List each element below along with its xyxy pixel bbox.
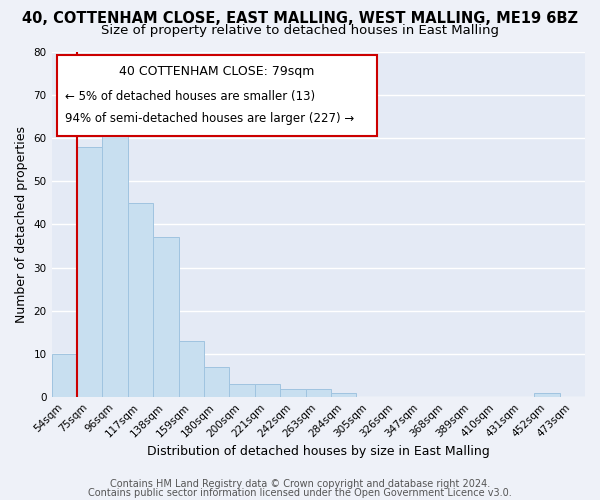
Bar <box>204 367 229 397</box>
Bar <box>255 384 280 397</box>
Text: 40 COTTENHAM CLOSE: 79sqm: 40 COTTENHAM CLOSE: 79sqm <box>119 66 314 78</box>
Bar <box>153 238 179 397</box>
Bar <box>52 354 77 397</box>
Text: 94% of semi-detached houses are larger (227) →: 94% of semi-detached houses are larger (… <box>65 112 354 125</box>
Bar <box>305 388 331 397</box>
Text: 40, COTTENHAM CLOSE, EAST MALLING, WEST MALLING, ME19 6BZ: 40, COTTENHAM CLOSE, EAST MALLING, WEST … <box>22 11 578 26</box>
Text: Contains HM Land Registry data © Crown copyright and database right 2024.: Contains HM Land Registry data © Crown c… <box>110 479 490 489</box>
X-axis label: Distribution of detached houses by size in East Malling: Distribution of detached houses by size … <box>147 444 490 458</box>
Bar <box>534 393 560 397</box>
Text: Size of property relative to detached houses in East Malling: Size of property relative to detached ho… <box>101 24 499 37</box>
Bar <box>179 341 204 397</box>
Bar <box>229 384 255 397</box>
Bar <box>128 203 153 397</box>
Bar <box>77 146 103 397</box>
Bar <box>103 134 128 397</box>
FancyBboxPatch shape <box>57 55 377 136</box>
Y-axis label: Number of detached properties: Number of detached properties <box>15 126 28 323</box>
Bar <box>331 393 356 397</box>
Bar <box>280 388 305 397</box>
Text: ← 5% of detached houses are smaller (13): ← 5% of detached houses are smaller (13) <box>65 90 315 102</box>
Text: Contains public sector information licensed under the Open Government Licence v3: Contains public sector information licen… <box>88 488 512 498</box>
